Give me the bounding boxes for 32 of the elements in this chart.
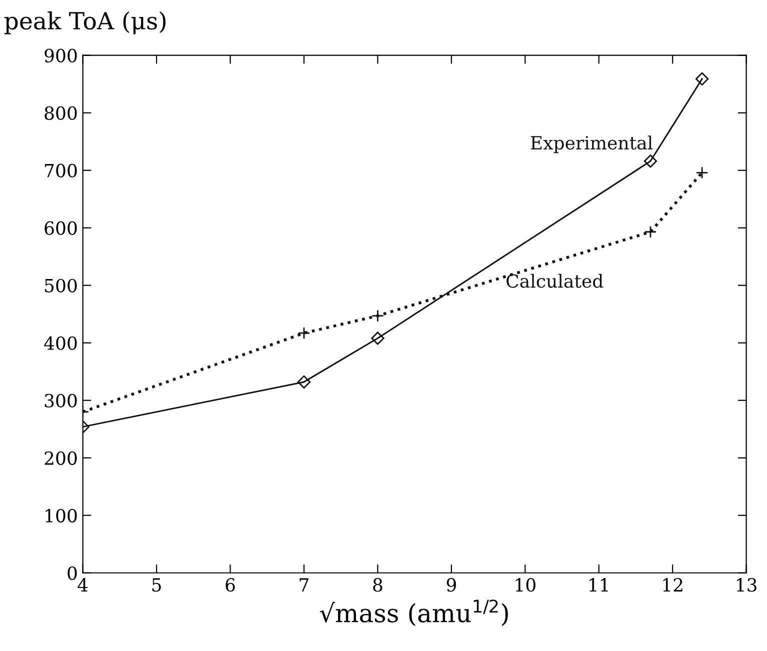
x-tick-label: 6 bbox=[226, 578, 235, 592]
point bbox=[696, 166, 708, 179]
point bbox=[644, 226, 657, 238]
x-tick-label: 9 bbox=[446, 578, 456, 592]
series-label: Experimental bbox=[530, 136, 653, 154]
y-tick-label: 0 bbox=[68, 566, 77, 580]
point bbox=[695, 72, 709, 86]
point bbox=[371, 332, 384, 345]
x-axis-title: √mass (amu$^{1/2}$) bbox=[320, 600, 508, 626]
y-tick-label: 600 bbox=[44, 221, 77, 235]
x-tick-label: 5 bbox=[152, 578, 161, 592]
point bbox=[371, 310, 384, 322]
y-tick-label: 100 bbox=[46, 508, 77, 522]
y-tick-label: 200 bbox=[44, 451, 77, 465]
x-tick-label: 10 bbox=[516, 578, 536, 592]
y-tick-label: 800 bbox=[44, 106, 77, 120]
y-tick-label: 500 bbox=[45, 278, 77, 292]
point bbox=[297, 375, 311, 389]
x-tick-label: 13 bbox=[737, 578, 756, 592]
x-tick-label: 11 bbox=[590, 578, 608, 592]
x-tick-label: 8 bbox=[373, 578, 382, 592]
y-tick-label: 700 bbox=[45, 164, 77, 178]
y-tick-label: 400 bbox=[44, 336, 77, 350]
x-tick-label: 4 bbox=[78, 578, 88, 592]
point bbox=[644, 154, 658, 168]
y-axis-title: peak ToA (μs) bbox=[4, 11, 166, 34]
series-label: Calculated bbox=[506, 274, 604, 288]
x-tick-label: 12 bbox=[663, 578, 682, 592]
y-tick-label: 300 bbox=[44, 394, 77, 408]
point bbox=[298, 326, 310, 340]
x-tick-label: 7 bbox=[300, 578, 308, 592]
y-tick-label: 900 bbox=[44, 48, 77, 62]
